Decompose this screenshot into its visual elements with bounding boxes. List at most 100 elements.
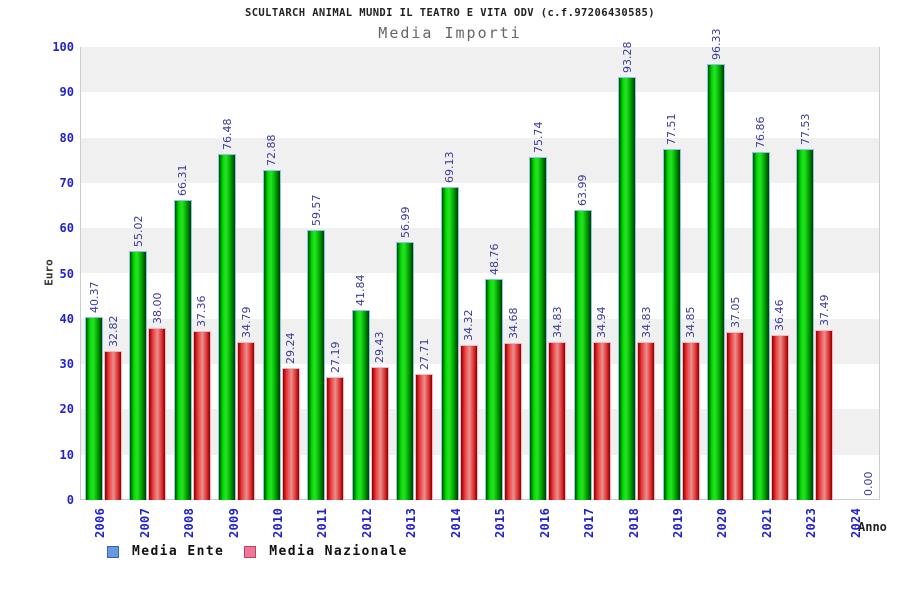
value-label-2012-media-ente: 41.84 [354,274,368,307]
y-tick-50: 50 [59,266,74,281]
y-tick-10: 10 [59,447,74,462]
bar-media-nazionale-2011 [326,376,345,500]
x-tick-2023: 2023 [804,507,819,538]
value-label-2023-media-nazionale: 37.49 [817,294,831,327]
x-tick-2016: 2016 [537,507,552,538]
bar-media-ente-2011 [307,230,326,500]
bar-media-nazionale-2016 [548,342,567,500]
value-label-2017-media-ente: 63.99 [576,174,590,207]
grid-band [81,137,879,183]
value-label-2007-media-ente: 55.02 [131,215,145,247]
value-label-2020-media-nazionale: 37.05 [728,296,742,329]
bar-media-nazionale-2021 [770,334,789,500]
bar-media-ente-2010 [262,169,281,500]
value-label-2006-media-nazionale: 32.82 [106,315,120,348]
value-label-2014-media-nazionale: 34.32 [462,309,476,341]
bar-media-ente-2007 [129,250,148,500]
bar-media-ente-2017 [573,210,592,500]
x-tick-2011: 2011 [315,507,330,538]
x-tick-2008: 2008 [182,507,197,538]
value-label-2012-media-nazionale: 29.43 [373,331,387,363]
bar-media-ente-2012 [351,310,370,500]
bar-media-nazionale-2020 [726,332,745,500]
x-tick-2007: 2007 [137,507,152,538]
bar-media-ente-2021 [751,151,770,500]
bar-media-nazionale-2017 [592,341,611,500]
x-tick-2019: 2019 [671,507,685,538]
bar-media-nazionale-2007 [148,327,167,500]
value-label-2023-media-ente: 77.53 [798,113,812,145]
value-label-2008-media-nazionale: 37.36 [195,295,209,327]
bar-media-nazionale-2012 [370,366,389,500]
grid-band [81,47,879,93]
value-label-2010-media-nazionale: 29.24 [284,332,298,364]
y-tick-30: 30 [59,357,74,372]
media-ente-swatch-icon [107,545,119,558]
value-label-2018-media-nazionale: 34.83 [639,306,653,339]
value-label-2015-media-nazionale: 34.68 [506,307,520,339]
y-tick-20: 20 [59,402,74,417]
value-label-2019-media-nazionale: 34.85 [684,306,698,339]
grid-band [81,409,879,455]
x-tick-2012: 2012 [359,507,374,538]
x-tick-2010: 2010 [271,507,285,538]
bar-media-nazionale-2023 [815,330,834,500]
bar-media-nazionale-2015 [504,342,522,500]
x-tick-2020: 2020 [715,507,730,538]
media-nazionale-swatch-icon [244,545,257,558]
value-label-2007-media-nazionale: 38.00 [150,292,164,324]
grid-band [81,228,879,274]
grid-band [81,318,879,365]
legend-label-media-nazionale: Media Nazionale [269,544,408,559]
value-label-2011-media-ente: 59.57 [309,194,323,227]
value-label-2021-media-nazionale: 36.46 [773,299,787,331]
value-label-2013-media-nazionale: 27.71 [417,338,431,371]
x-tick-2024: 2024 [848,507,863,538]
y-tick-40: 40 [59,311,74,326]
bar-media-nazionale-2009 [237,342,256,500]
value-label-2009-media-nazionale: 34.79 [239,306,253,339]
y-tick-0: 0 [66,493,74,507]
legend: Media Ente Media Nazionale [107,544,428,559]
x-tick-2018: 2018 [626,507,641,538]
value-label-2010-media-ente: 72.88 [265,134,279,166]
bar-media-nazionale-2006 [104,351,122,500]
value-label-2019-media-ente: 77.51 [665,113,679,145]
bar-media-nazionale-2018 [637,342,656,500]
value-label-2020-media-ente: 96.33 [709,28,723,60]
bar-media-nazionale-2010 [281,367,300,500]
x-tick-2014: 2014 [448,507,463,538]
chart-title: SCULTARCH ANIMAL MUNDI IL TEATRO E VITA … [244,7,655,19]
chart-subtitle: Media Importi [378,24,522,42]
x-axis-title: Anno [858,520,887,534]
x-tick-2017: 2017 [582,507,597,538]
plot-area [80,47,880,500]
y-tick-60: 60 [59,221,74,236]
value-label-2011-media-nazionale: 27.19 [328,341,342,373]
bar-media-ente-2015 [485,279,503,500]
value-label-2016-media-nazionale: 34.83 [550,306,564,339]
bar-media-ente-2020 [707,63,726,500]
bar-media-nazionale-2008 [192,330,211,500]
value-label-2013-media-ente: 56.99 [398,206,412,238]
bar-media-ente-2006 [85,317,103,500]
x-tick-2015: 2015 [493,507,508,538]
y-tick-100: 100 [52,40,74,54]
bar-media-ente-2013 [396,241,415,500]
bar-media-ente-2023 [796,148,815,500]
y-tick-70: 70 [59,175,74,190]
x-tick-2006: 2006 [93,507,108,538]
bar-media-ente-2009 [218,153,237,500]
value-label-2014-media-ente: 69.13 [443,151,457,183]
legend-label-media-ente: Media Ente [132,544,225,559]
value-label-2021-media-ente: 76.86 [754,116,768,148]
x-tick-2013: 2013 [404,507,419,538]
value-label-2009-media-ente: 76.48 [220,118,234,150]
bar-media-ente-2014 [440,186,459,500]
legend-item-media-ente: Media Ente [107,544,224,559]
value-label-2008-media-ente: 66.31 [176,164,190,196]
bar-media-nazionale-2014 [459,344,478,500]
value-label-2018-media-ente: 93.28 [620,41,634,74]
value-label-2006-media-ente: 40.37 [87,281,101,314]
